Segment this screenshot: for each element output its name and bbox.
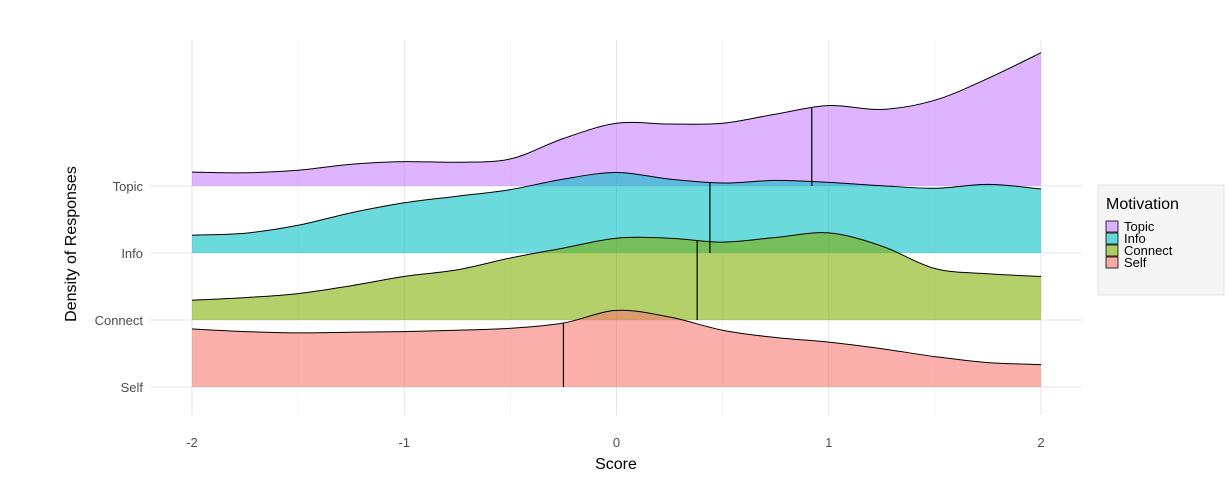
legend-label-connect: Connect — [1124, 243, 1173, 258]
legend-label-info: Info — [1124, 231, 1146, 246]
ridge-area-connect — [192, 232, 1041, 320]
ridge-outline-connect — [191, 232, 1042, 301]
legend-label-self: Self — [1124, 255, 1147, 270]
legend-box — [1097, 184, 1225, 296]
ridge-outline-topic — [191, 52, 1042, 174]
y-tick-label: Topic — [113, 179, 144, 194]
legend-swatch-topic — [1105, 220, 1119, 233]
density-ridges — [191, 52, 1042, 387]
x-axis-title: Score — [595, 456, 637, 473]
x-tick-label: 2 — [1037, 435, 1044, 450]
legend-swatch-connect — [1105, 244, 1119, 257]
x-tick-labels: -2 -1 0 1 2 — [186, 435, 1044, 450]
legend-swatch-self — [1105, 256, 1119, 269]
mean-lines — [562, 108, 813, 387]
y-tick-label: Info — [121, 246, 143, 261]
legend-swatch-info — [1105, 232, 1119, 245]
legend-title: Motivation — [1106, 196, 1179, 213]
ridge-area-topic — [192, 52, 1041, 187]
y-tick-label: Connect — [95, 313, 144, 328]
x-tick-label: -2 — [186, 435, 198, 450]
legend-label-topic: Topic — [1124, 219, 1155, 234]
y-tick-label: Self — [121, 380, 144, 395]
ridge-area-self — [192, 310, 1041, 387]
x-tick-label: 1 — [825, 435, 832, 450]
x-tick-label: -1 — [398, 435, 410, 450]
ridge-outline-info — [191, 171, 1042, 236]
ridge-outline-self — [191, 309, 1042, 366]
x-tick-label: 0 — [613, 435, 620, 450]
y-axis-title: Density of Responses — [63, 166, 80, 322]
y-tick-labels: Self Connect Info Topic — [95, 179, 144, 395]
